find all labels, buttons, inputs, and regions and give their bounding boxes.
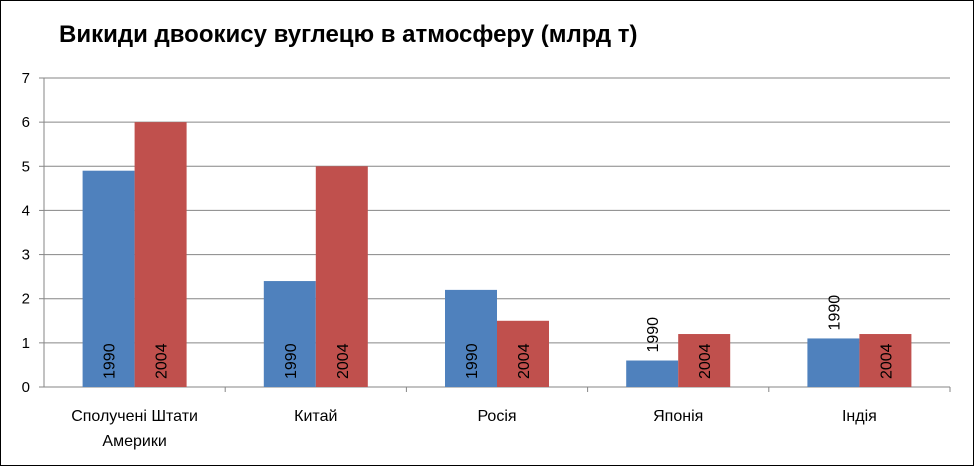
y-tick-label: 4 [22,202,30,219]
data-label: 1990 [283,343,300,379]
bar-2004-3 [678,334,731,387]
data-label: 1990 [645,317,662,353]
category-label: Сполучені Штати [71,408,198,425]
bar-2004-0 [134,122,187,388]
data-label: 2004 [335,343,352,379]
category-label: Америки [102,433,166,450]
data-label: 2004 [516,343,533,379]
category-label: Китай [294,408,337,425]
category-label: Індія [842,408,877,425]
y-tick-label: 1 [22,335,30,352]
category-label: Японія [653,408,703,425]
y-tick-label: 0 [22,379,30,396]
bar-1990-2 [445,289,497,387]
y-tick-label: 5 [22,158,30,175]
category-label: Росія [477,408,516,425]
y-tick-label: 2 [22,291,30,308]
chart-title: Викиди двоокису вуглецю в атмосферу (млр… [59,21,638,48]
bar-1990-4 [807,338,860,387]
data-label: 1990 [102,343,119,379]
bar-2004-4 [859,334,912,387]
y-tick-label: 7 [22,70,30,87]
data-label: 2004 [697,343,714,379]
bar-2004-2 [497,320,549,387]
bar-1990-1 [263,281,316,387]
y-tick-label: 3 [22,247,30,264]
data-label: 1990 [826,295,843,331]
bar-1990-0 [82,170,135,387]
data-label: 2004 [154,343,171,379]
bar-2004-1 [315,166,368,387]
bar-1990-3 [626,360,679,387]
data-label: 2004 [878,343,895,379]
y-tick-label: 6 [22,114,30,131]
data-label: 1990 [464,343,481,379]
